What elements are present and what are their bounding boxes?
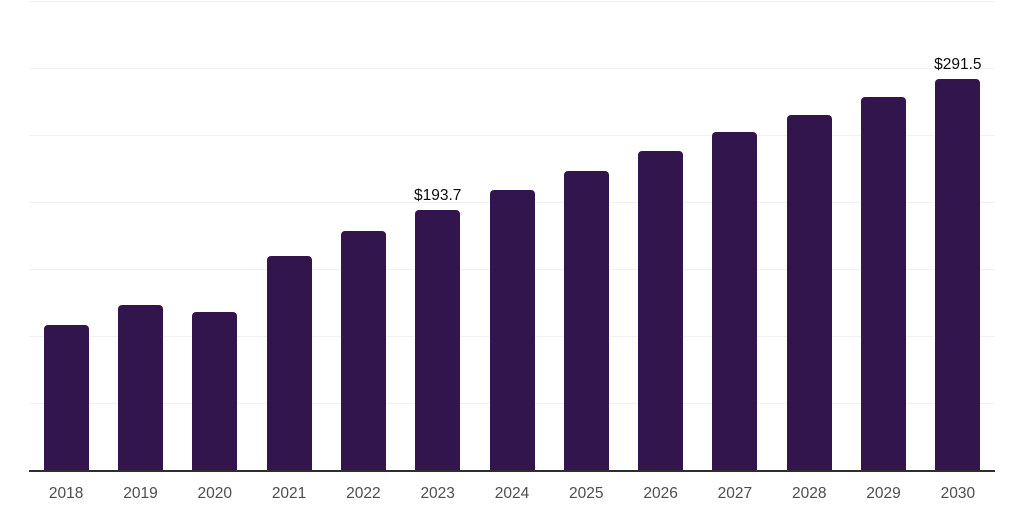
x-tick-label-2027: 2027	[717, 485, 753, 502]
x-tick-label-2025: 2025	[569, 485, 604, 502]
bar-2018	[43, 324, 89, 471]
x-tick-label-2024: 2024	[494, 485, 530, 502]
bar-2019	[117, 304, 163, 471]
x-tick-label-2021: 2021	[271, 485, 307, 502]
x-tick-label-2019: 2019	[123, 485, 158, 502]
x-axis-line	[29, 470, 995, 472]
gridline-250	[29, 134, 995, 136]
bar-2029	[861, 96, 907, 471]
bar-2022	[340, 231, 386, 471]
x-tick-label-2022: 2022	[346, 485, 381, 502]
bar-2025	[563, 170, 609, 471]
x-tick-label-2020: 2020	[197, 485, 232, 502]
bar-2021	[266, 255, 312, 471]
bar-2024	[489, 190, 535, 471]
bar-2023	[415, 210, 461, 471]
x-tick-label-2030: 2030	[940, 485, 976, 502]
bar-2028	[786, 114, 832, 471]
x-tick-label-2018: 2018	[48, 485, 84, 502]
gridline-350	[29, 0, 995, 2]
bar-2030	[935, 79, 981, 471]
x-tick-label-2029: 2029	[866, 485, 901, 502]
bar-2027	[712, 131, 758, 471]
bar-2026	[638, 151, 684, 471]
bar-value-label-2030: $291.5	[934, 56, 982, 74]
x-tick-label-2028: 2028	[791, 485, 827, 502]
bar-2020	[192, 311, 238, 471]
x-tick-label-2026: 2026	[643, 485, 678, 502]
gridline-300	[29, 67, 995, 69]
x-tick-label-2023: 2023	[420, 485, 455, 502]
bar-value-label-2023: $193.7	[413, 187, 462, 205]
